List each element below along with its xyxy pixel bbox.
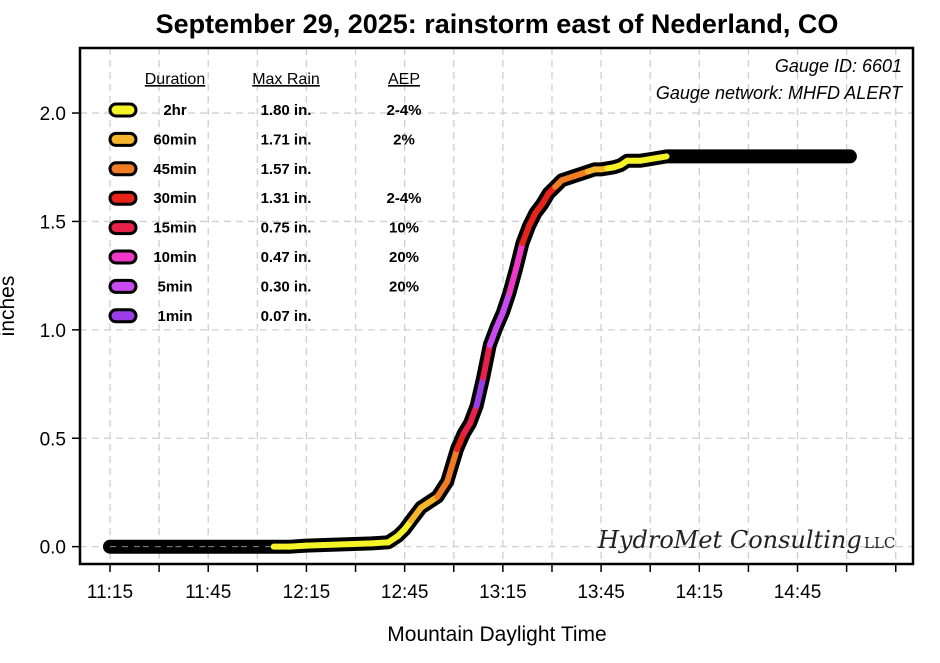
- legend-swatch: [108, 220, 138, 236]
- x-tick-label: 14:45: [774, 582, 822, 603]
- plot-frame: [78, 46, 915, 566]
- legend-duration: 1min: [157, 308, 192, 325]
- series-segment: [473, 374, 487, 409]
- legend-max-rain: 1.71 in.: [261, 131, 312, 148]
- legend-max-rain: 1.57 in.: [261, 161, 312, 178]
- legend-max-rain: 0.75 in.: [261, 220, 312, 237]
- y-tick-label: 0.5: [40, 429, 66, 450]
- series-segment: [499, 289, 513, 316]
- x-tick-label: 13:45: [577, 582, 625, 603]
- gauge-network-annotation: Gauge network: MHFD ALERT: [656, 83, 904, 103]
- legend-max-rain: 0.30 in.: [261, 278, 312, 295]
- legend-swatch: [108, 249, 138, 265]
- series-segment: [467, 402, 480, 427]
- series-segment: [506, 266, 519, 296]
- logo-name: HydroMet Consulting: [597, 526, 862, 554]
- x-tick-label: 11:45: [185, 582, 231, 603]
- y-axis-label: inches: [0, 276, 19, 337]
- series-segment: [519, 222, 533, 247]
- legend-header-aep: AEP: [388, 71, 420, 88]
- legend-header-duration: Duration: [145, 71, 205, 88]
- legend-duration: 60min: [153, 131, 196, 148]
- x-tick-label: 12:45: [381, 582, 429, 603]
- legend-duration: 2hr: [163, 102, 187, 119]
- series-segment: [657, 153, 670, 161]
- x-axis-label: Mountain Daylight Time: [387, 623, 606, 646]
- legend-swatch: [108, 102, 138, 118]
- legend: Duration Max Rain AEP 2hr 1.80 in. 2-4% 60m…: [108, 71, 422, 325]
- legend-aep: 2-4%: [386, 190, 421, 207]
- x-tick-label: 13:15: [479, 582, 527, 603]
- rainfall-curve: [103, 149, 857, 554]
- legend-duration: 5min: [157, 278, 192, 295]
- y-axis: 0.0 0.5 1.0 1.5 2.0: [40, 104, 80, 559]
- series-segment: [303, 541, 343, 549]
- legend-aep: 2%: [393, 131, 415, 148]
- y-tick-label: 1.0: [40, 321, 66, 342]
- legend-header-max-rain: Max Rain: [252, 71, 320, 88]
- legend-max-rain: 1.31 in.: [261, 190, 312, 207]
- legend-swatch: [108, 190, 138, 206]
- legend-aep: 20%: [389, 278, 419, 295]
- x-tick-label: 11:15: [87, 582, 133, 603]
- legend-swatch: [108, 161, 138, 177]
- y-tick-label: 0.0: [40, 538, 66, 559]
- company-logo: HydroMet Consulting LLC: [597, 526, 895, 554]
- series-segment: [434, 478, 451, 500]
- y-tick-label: 2.0: [40, 104, 66, 125]
- legend-swatch: [108, 278, 138, 294]
- grid-lines: [80, 48, 913, 564]
- y-tick-label: 1.5: [40, 212, 66, 233]
- series-segment: [336, 540, 375, 548]
- legend-swatch: [108, 308, 138, 324]
- legend-swatch: [108, 131, 138, 147]
- legend-aep: 20%: [389, 249, 419, 266]
- series-segment: [486, 324, 500, 349]
- x-axis: 11:15 11:45 12:15 12:45 13:15 13:45 14:15 14:45: [87, 564, 897, 603]
- legend-max-rain: 0.07 in.: [261, 308, 312, 325]
- gauge-id-annotation: Gauge ID: 6601: [775, 56, 902, 76]
- legend-duration: 45min: [153, 161, 196, 178]
- legend-duration: 30min: [153, 190, 196, 207]
- chart-title: September 29, 2025: rainstorm east of Ne…: [156, 9, 839, 39]
- legend-max-rain: 0.47 in.: [261, 249, 312, 266]
- logo-suffix: LLC: [864, 534, 895, 552]
- series-segment: [512, 240, 526, 273]
- legend-aep: 10%: [389, 220, 419, 237]
- legend-aep: 2-4%: [386, 102, 421, 119]
- series-segment: [444, 446, 461, 485]
- legend-max-rain: 1.80 in.: [261, 102, 312, 119]
- x-tick-label: 12:15: [283, 582, 331, 603]
- legend-duration: 10min: [153, 249, 196, 266]
- series-segment: [480, 342, 493, 381]
- legend-duration: 15min: [153, 220, 196, 237]
- x-tick-label: 14:15: [676, 582, 724, 603]
- series-outline: [103, 149, 857, 554]
